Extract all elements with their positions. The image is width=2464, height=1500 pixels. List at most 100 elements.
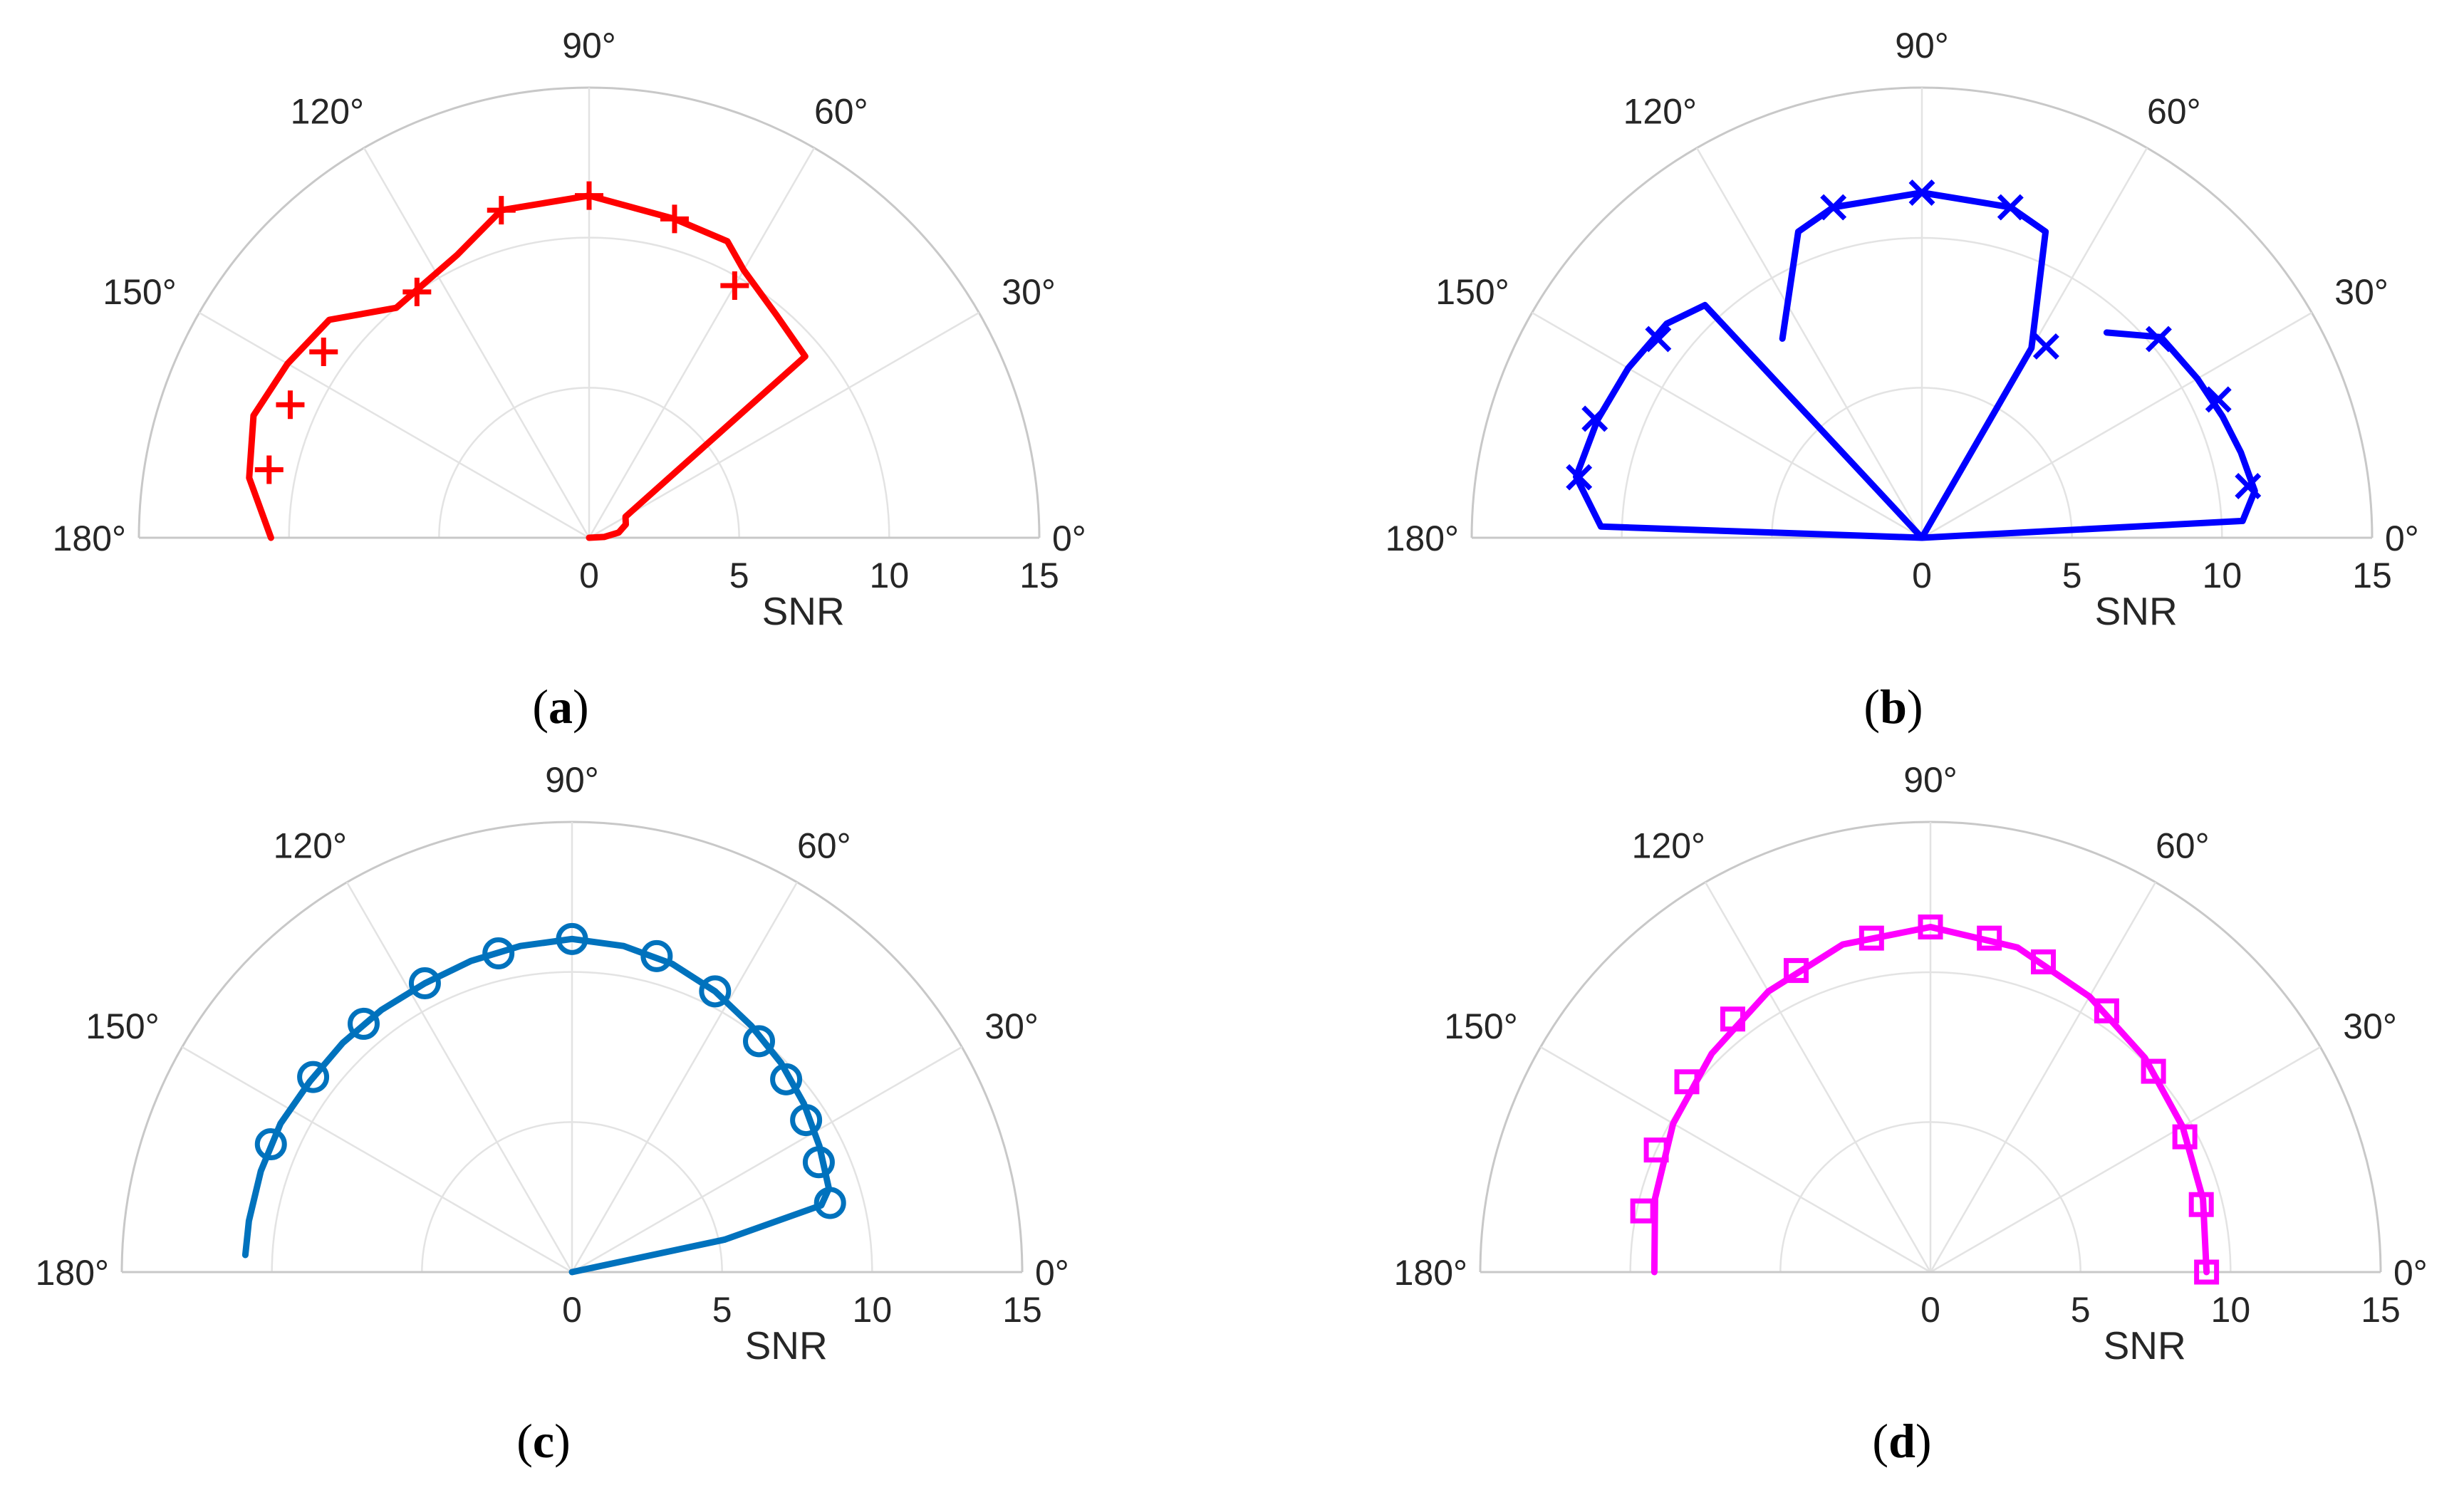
square-marker bbox=[1630, 1198, 1655, 1224]
radial-tick-label: 10 bbox=[2203, 556, 2242, 595]
plus-marker bbox=[276, 390, 305, 420]
grid-spoke bbox=[1930, 1046, 2321, 1274]
circle-marker bbox=[802, 1146, 835, 1179]
x-axis-title: SNR bbox=[2104, 1323, 2186, 1368]
square-marker bbox=[1674, 1069, 1700, 1095]
plus-marker bbox=[309, 338, 338, 366]
radial-tick-label: 0 bbox=[1920, 1290, 1940, 1330]
x-marker bbox=[1908, 179, 1935, 206]
polar-panel-c: 0° 30° 60° 90° 120° 150° 180° 0 5 10 15 SNR bbox=[36, 760, 1069, 1368]
radial-tick-label: 10 bbox=[2211, 1290, 2251, 1330]
square-marker bbox=[1977, 925, 2002, 951]
square-marker bbox=[2094, 998, 2119, 1024]
angle-tick-label: 180° bbox=[1394, 1253, 1467, 1293]
circle-marker bbox=[348, 1007, 380, 1040]
grid-spoke bbox=[1704, 882, 1932, 1273]
square-marker bbox=[2031, 949, 2057, 974]
angle-tick-label: 90° bbox=[1895, 26, 1949, 66]
grid-spoke bbox=[1695, 147, 1923, 538]
square-marker bbox=[1918, 914, 1943, 939]
grid-spoke bbox=[588, 147, 816, 538]
series-line bbox=[1779, 189, 2049, 541]
angle-tick-label: 30° bbox=[2334, 272, 2388, 312]
angle-tick-label: 60° bbox=[2156, 826, 2210, 866]
x-marker bbox=[1645, 325, 1672, 353]
grid-spoke bbox=[182, 1046, 573, 1274]
angle-tick-label: 30° bbox=[984, 1006, 1039, 1046]
grid-spoke bbox=[363, 147, 591, 538]
panel-caption: (b) bbox=[1863, 679, 1923, 734]
angle-tick-label: 0° bbox=[1035, 1253, 1069, 1293]
angle-tick-label: 0° bbox=[2393, 1253, 2428, 1293]
x-marker bbox=[2235, 473, 2262, 499]
radial-tick-label: 0 bbox=[1912, 556, 1932, 595]
radial-tick-label: 5 bbox=[2071, 1290, 2091, 1330]
x-marker bbox=[1820, 194, 1847, 221]
angle-tick-label: 0° bbox=[1052, 519, 1086, 558]
circle-marker bbox=[813, 1187, 846, 1219]
polar-panel-b: 0° 30° 60° 90° 120° 150° 180° 0 5 10 15 SNR bbox=[1386, 26, 2419, 633]
angle-tick-label: 150° bbox=[1435, 272, 1509, 312]
grid-spoke bbox=[588, 311, 979, 539]
polar-panel-a: 0° 30° 60° 90° 120° 150° 180° 0 5 10 15 SNR bbox=[53, 26, 1086, 633]
x-marker bbox=[2205, 386, 2232, 413]
plus-marker bbox=[575, 181, 603, 210]
angle-tick-label: 120° bbox=[291, 92, 364, 132]
polar-panel-d: 0° 30° 60° 90° 120° 150° 180° 0 5 10 15 SNR bbox=[1394, 760, 2428, 1368]
x-axis-title: SNR bbox=[745, 1323, 828, 1368]
radial-tick-label: 15 bbox=[1002, 1290, 1042, 1330]
angle-tick-label: 120° bbox=[274, 826, 347, 866]
circle-marker bbox=[699, 975, 732, 1008]
panel-caption: (c) bbox=[516, 1414, 571, 1468]
series-a bbox=[246, 181, 809, 541]
grid-spoke bbox=[1540, 1046, 1931, 1274]
circle-marker bbox=[640, 939, 673, 972]
series-b bbox=[1566, 179, 2262, 541]
x-marker bbox=[2145, 325, 2172, 353]
grid-spoke bbox=[571, 882, 799, 1273]
angle-tick-label: 180° bbox=[53, 519, 126, 558]
angle-tick-label: 120° bbox=[1632, 826, 1705, 866]
angle-tick-label: 180° bbox=[36, 1253, 109, 1293]
angle-tick-label: 90° bbox=[1903, 760, 1958, 800]
grid-spoke bbox=[571, 1046, 962, 1274]
series-line bbox=[246, 192, 809, 541]
circle-marker bbox=[556, 922, 588, 955]
polar-panels: 0°30°60°90°120°150°180°0 5 10 15SNR(a)0°30°… bbox=[36, 26, 2428, 1468]
grid-spoke bbox=[1532, 311, 1923, 539]
plus-marker bbox=[254, 455, 284, 484]
x-axis-title: SNR bbox=[2095, 589, 2178, 633]
circle-marker bbox=[408, 967, 441, 1000]
radial-tick-label: 15 bbox=[2361, 1290, 2401, 1330]
angle-tick-label: 0° bbox=[2385, 519, 2419, 558]
angle-tick-label: 60° bbox=[797, 826, 851, 866]
square-marker bbox=[2172, 1124, 2198, 1150]
radial-tick-label: 15 bbox=[1019, 556, 1059, 595]
angle-tick-label: 150° bbox=[103, 272, 176, 312]
plus-marker bbox=[720, 271, 749, 301]
circle-marker bbox=[790, 1104, 823, 1137]
series-c bbox=[241, 922, 846, 1276]
square-marker bbox=[1720, 1006, 1745, 1032]
series-line bbox=[568, 1236, 728, 1276]
angle-tick-label: 60° bbox=[2147, 92, 2201, 132]
square-marker bbox=[1783, 958, 1809, 984]
square-marker bbox=[1859, 925, 1884, 951]
x-marker bbox=[2032, 333, 2059, 360]
plus-marker bbox=[660, 204, 689, 234]
x-marker bbox=[1581, 405, 1608, 432]
series-line bbox=[1918, 329, 2258, 541]
radial-tick-label: 5 bbox=[2062, 556, 2082, 595]
panel-caption: (a) bbox=[532, 679, 588, 734]
series-line bbox=[1573, 301, 1925, 541]
square-marker bbox=[2141, 1058, 2166, 1084]
radial-tick-label: 10 bbox=[870, 556, 910, 595]
angle-tick-label: 90° bbox=[545, 760, 599, 800]
angle-tick-label: 150° bbox=[1444, 1006, 1517, 1046]
square-marker bbox=[2188, 1192, 2214, 1217]
grid-spoke bbox=[1921, 311, 2312, 539]
circle-marker bbox=[254, 1128, 287, 1161]
circle-marker bbox=[743, 1025, 776, 1058]
series-line bbox=[241, 935, 833, 1259]
